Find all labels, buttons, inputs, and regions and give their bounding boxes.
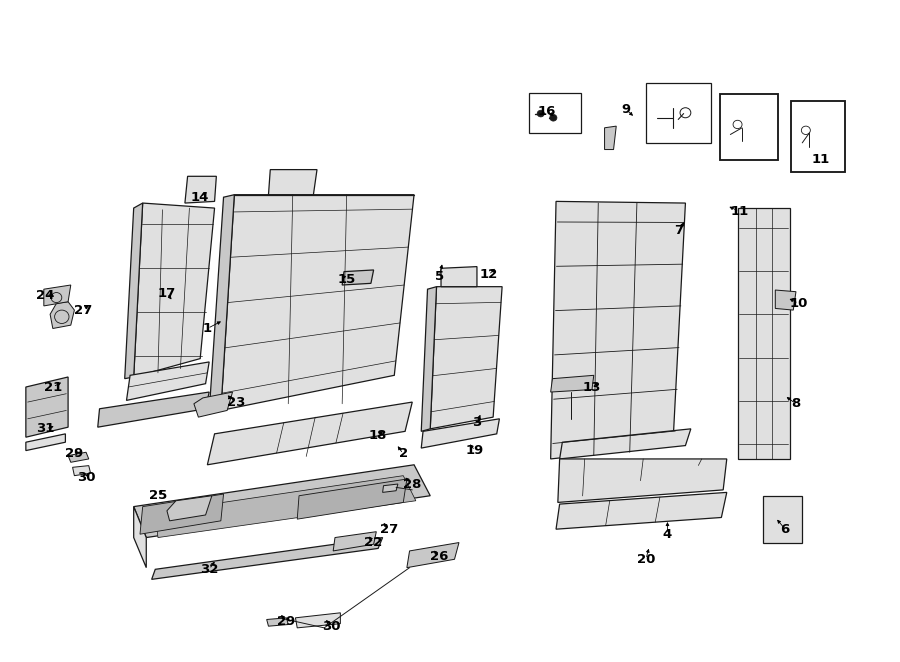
Polygon shape: [26, 377, 68, 437]
Text: 17: 17: [158, 287, 176, 300]
Text: 11: 11: [811, 153, 830, 166]
Polygon shape: [209, 195, 234, 412]
Text: 18: 18: [369, 429, 387, 442]
Text: 5: 5: [435, 270, 444, 283]
Circle shape: [537, 111, 544, 117]
Text: 12: 12: [480, 269, 498, 281]
Polygon shape: [421, 419, 500, 448]
Text: 3: 3: [472, 416, 482, 430]
Text: 27: 27: [380, 523, 398, 536]
Polygon shape: [125, 203, 143, 379]
Bar: [720, 95, 778, 160]
Text: 13: 13: [583, 381, 601, 393]
Text: 4: 4: [662, 528, 672, 541]
Polygon shape: [156, 476, 416, 538]
Text: 29: 29: [277, 615, 295, 628]
Text: 29: 29: [66, 448, 84, 461]
Text: 32: 32: [200, 563, 219, 576]
Text: 27: 27: [74, 304, 93, 316]
Text: 16: 16: [538, 105, 556, 118]
Circle shape: [550, 115, 557, 121]
Polygon shape: [127, 362, 209, 401]
Polygon shape: [775, 290, 796, 310]
Polygon shape: [297, 479, 407, 519]
Text: 30: 30: [76, 471, 95, 484]
Polygon shape: [407, 543, 459, 567]
Polygon shape: [441, 267, 477, 287]
Polygon shape: [266, 618, 288, 626]
Polygon shape: [207, 402, 412, 465]
Text: 6: 6: [780, 523, 790, 536]
Polygon shape: [140, 494, 223, 534]
Polygon shape: [295, 613, 340, 628]
Text: 25: 25: [148, 489, 167, 502]
Polygon shape: [220, 195, 414, 410]
Text: 2: 2: [399, 448, 408, 461]
Polygon shape: [26, 434, 66, 451]
Polygon shape: [551, 201, 686, 459]
Bar: [529, 93, 581, 133]
Polygon shape: [560, 429, 691, 459]
Polygon shape: [342, 270, 374, 285]
Text: 31: 31: [36, 422, 55, 436]
Polygon shape: [605, 126, 617, 150]
Text: 14: 14: [191, 191, 210, 204]
Text: 7: 7: [675, 224, 684, 237]
Polygon shape: [166, 496, 212, 521]
Text: 10: 10: [789, 297, 808, 310]
Polygon shape: [382, 484, 398, 493]
Text: 15: 15: [338, 273, 356, 287]
Text: 26: 26: [430, 550, 448, 563]
Text: 28: 28: [403, 477, 421, 491]
Polygon shape: [134, 203, 214, 377]
Bar: [646, 83, 711, 143]
Polygon shape: [194, 392, 232, 417]
Polygon shape: [268, 169, 317, 195]
Polygon shape: [333, 532, 376, 551]
Text: 19: 19: [466, 444, 484, 457]
Polygon shape: [762, 496, 802, 543]
Text: 20: 20: [636, 553, 655, 566]
Polygon shape: [73, 465, 91, 476]
Polygon shape: [738, 208, 789, 459]
Polygon shape: [68, 452, 89, 462]
Polygon shape: [50, 302, 75, 328]
Polygon shape: [556, 493, 727, 529]
Text: 9: 9: [622, 103, 631, 116]
Text: 11: 11: [730, 205, 749, 218]
Polygon shape: [558, 459, 727, 502]
Polygon shape: [134, 465, 430, 538]
Polygon shape: [152, 538, 382, 579]
Text: 24: 24: [36, 289, 55, 302]
Text: 8: 8: [791, 397, 801, 410]
Polygon shape: [98, 392, 209, 427]
Text: 21: 21: [44, 381, 62, 393]
Polygon shape: [44, 285, 71, 306]
Text: 1: 1: [202, 322, 211, 335]
Polygon shape: [134, 506, 147, 567]
Polygon shape: [421, 287, 436, 432]
Text: 23: 23: [227, 396, 246, 408]
Text: 30: 30: [322, 620, 340, 633]
Polygon shape: [184, 176, 216, 203]
Text: 22: 22: [364, 536, 382, 549]
Bar: [791, 101, 845, 172]
Polygon shape: [430, 287, 502, 429]
Polygon shape: [551, 375, 594, 392]
